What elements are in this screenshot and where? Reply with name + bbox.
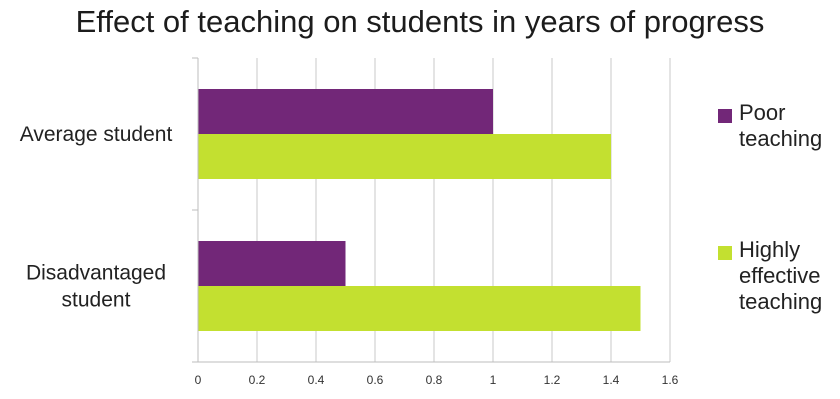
x-tick-label: 1.2 — [544, 373, 561, 387]
x-tick-label: 1 — [490, 373, 497, 387]
x-tick-label: 1.6 — [662, 373, 679, 387]
chart-title: Effect of teaching on students in years … — [75, 4, 765, 39]
bar-highly-effective-teaching — [198, 134, 611, 179]
x-tick-label: 0.4 — [308, 373, 325, 387]
legend-label: Poor teaching — [739, 100, 823, 151]
legend-label: Highly effective teaching — [739, 237, 823, 314]
category-label: Disadvantaged student — [26, 262, 166, 312]
x-tick-label: 0.8 — [426, 373, 443, 387]
legend-swatch — [718, 246, 732, 260]
x-tick-label: 0.6 — [367, 373, 384, 387]
x-tick-label: 0 — [195, 373, 202, 387]
legend-item-poor-teaching: Poor teaching — [718, 100, 839, 152]
bar-highly-effective-teaching — [198, 286, 641, 331]
x-tick-label: 0.2 — [249, 373, 266, 387]
legend-item-highly-effective-teaching: Highly effective teaching — [718, 237, 839, 315]
bar-poor-teaching — [198, 89, 493, 134]
legend-swatch — [718, 109, 732, 123]
x-tick-label: 1.4 — [603, 373, 620, 387]
category-label: Average student — [20, 123, 173, 146]
bar-poor-teaching — [198, 241, 346, 286]
